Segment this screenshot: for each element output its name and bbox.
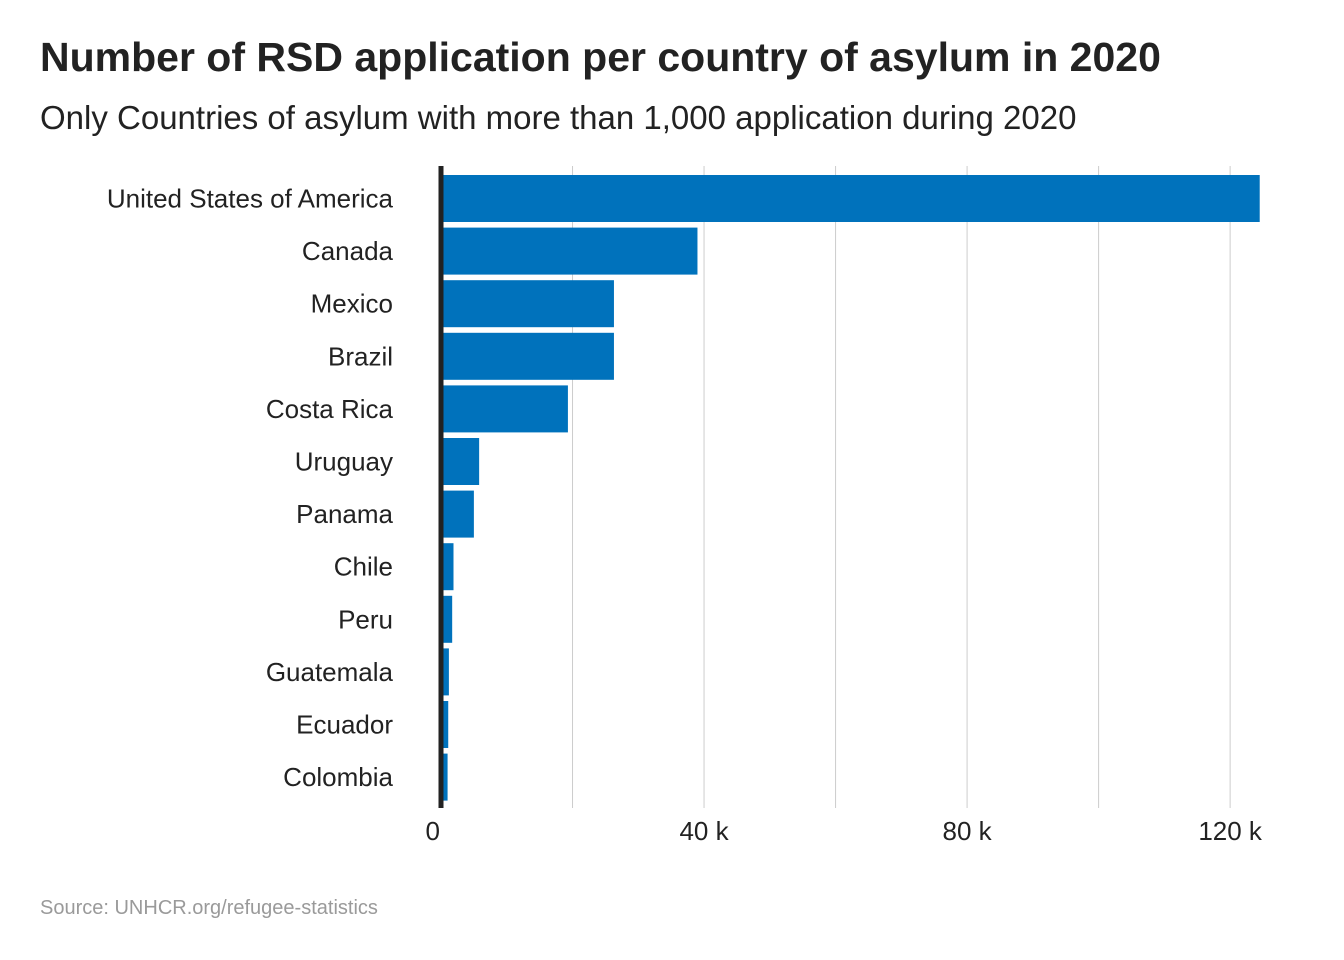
x-tick-label: 40 k xyxy=(679,816,729,846)
bar xyxy=(441,438,480,485)
category-label: Brazil xyxy=(328,341,393,371)
category-label: Guatemala xyxy=(266,657,394,687)
source-caption: Source: UNHCR.org/refugee-statistics xyxy=(40,897,378,919)
x-tick-label: 120 k xyxy=(1198,816,1263,846)
chart-title: Number of RSD application per country of… xyxy=(40,34,1161,80)
category-label: Canada xyxy=(302,236,394,266)
bar xyxy=(441,175,1260,222)
chart-subtitle: Only Countries of asylum with more than … xyxy=(40,99,1077,136)
bar xyxy=(441,490,474,538)
category-label: Costa Rica xyxy=(266,394,394,424)
x-tick-label: 0 xyxy=(426,816,440,846)
bar xyxy=(441,595,453,643)
x-tick-label: 80 k xyxy=(943,816,993,846)
bar xyxy=(441,332,614,380)
bar xyxy=(441,753,448,801)
category-label: United States of America xyxy=(107,184,394,214)
bar-chart: United States of America Canada Mexico Braz… xyxy=(107,166,1263,846)
bar xyxy=(441,648,449,696)
bar xyxy=(441,385,568,433)
category-label: Mexico xyxy=(311,289,393,319)
category-label: Ecuador xyxy=(296,710,393,740)
category-label: Panama xyxy=(296,499,393,529)
category-label: Chile xyxy=(334,552,393,582)
bar xyxy=(441,701,449,748)
bar xyxy=(441,227,698,275)
category-label: Peru xyxy=(338,604,393,634)
bar xyxy=(441,280,614,328)
category-label: Colombia xyxy=(283,762,393,792)
bar xyxy=(441,543,454,591)
category-label: Uruguay xyxy=(295,447,393,477)
